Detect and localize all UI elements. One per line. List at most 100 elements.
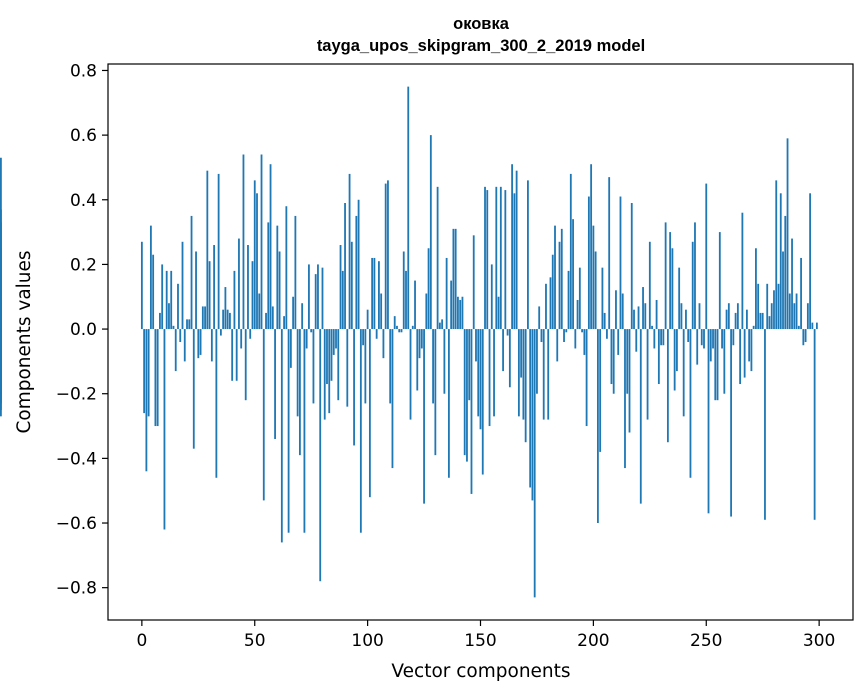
bar xyxy=(551,254,554,330)
x-axis: 0 50 100 150 200 250 300 xyxy=(136,620,835,651)
bar xyxy=(366,309,369,330)
bar xyxy=(265,312,267,330)
bar xyxy=(520,329,523,378)
bar xyxy=(283,316,285,330)
bar xyxy=(149,225,152,330)
bar xyxy=(479,329,482,430)
bar xyxy=(506,329,509,336)
bar xyxy=(714,329,717,401)
x-tick-label: 100 xyxy=(351,631,383,651)
bar xyxy=(721,329,723,349)
bar xyxy=(355,215,358,330)
bar xyxy=(305,329,308,349)
bar xyxy=(441,319,444,330)
bar xyxy=(0,329,2,394)
bar xyxy=(208,261,211,330)
x-tick-label: 50 xyxy=(244,631,266,651)
bar xyxy=(391,329,394,469)
bar xyxy=(612,329,615,394)
y-tick-label: −0.2 xyxy=(56,385,97,405)
bar xyxy=(497,296,500,330)
bar xyxy=(326,329,328,385)
bar xyxy=(425,293,428,330)
bar xyxy=(736,303,739,330)
bar xyxy=(339,245,342,330)
bar xyxy=(423,329,425,504)
bar xyxy=(296,329,299,417)
bar xyxy=(197,329,200,359)
bar xyxy=(319,329,322,582)
bar xyxy=(538,306,541,330)
bar xyxy=(389,329,392,404)
bar xyxy=(694,222,696,330)
bar xyxy=(346,329,349,407)
bar xyxy=(269,164,272,330)
bar xyxy=(486,190,489,330)
bar xyxy=(669,232,672,330)
bar xyxy=(727,303,730,330)
bar xyxy=(545,283,547,330)
bar xyxy=(420,329,423,349)
bar xyxy=(226,309,229,330)
bar xyxy=(256,193,258,330)
bar xyxy=(633,309,635,330)
bar xyxy=(542,329,545,420)
bar xyxy=(610,329,613,385)
bar xyxy=(188,319,191,330)
bar xyxy=(445,257,448,330)
bar xyxy=(199,329,202,355)
bar xyxy=(700,329,703,346)
chart-subtitle: tayga_upos_skipgram_300_2_2019 model xyxy=(317,37,645,55)
bar xyxy=(732,329,735,346)
bar xyxy=(375,329,378,339)
bar xyxy=(206,170,209,330)
bar xyxy=(707,329,710,514)
bar xyxy=(757,283,760,330)
bar xyxy=(741,212,744,330)
bar xyxy=(393,316,396,330)
bar xyxy=(172,325,175,330)
bar xyxy=(357,199,360,330)
bar xyxy=(414,280,416,330)
bar xyxy=(635,329,638,352)
bar xyxy=(258,293,261,330)
bar xyxy=(411,325,414,330)
bar xyxy=(314,274,317,330)
bar xyxy=(777,283,780,330)
bar xyxy=(271,306,274,330)
bar xyxy=(718,232,721,330)
bar xyxy=(599,329,602,452)
bar xyxy=(603,312,606,330)
bar xyxy=(689,329,692,478)
bar xyxy=(434,329,437,456)
bar xyxy=(177,283,179,330)
bar xyxy=(463,329,466,456)
bar xyxy=(529,329,532,488)
y-tick-label: 0.6 xyxy=(70,126,97,146)
bar xyxy=(705,183,708,330)
bar xyxy=(653,329,656,349)
bar xyxy=(490,264,493,330)
bar xyxy=(723,329,726,394)
bar xyxy=(219,329,222,336)
bar xyxy=(371,257,374,330)
bar xyxy=(533,329,536,598)
bar xyxy=(624,329,626,469)
bar xyxy=(666,329,669,443)
bar xyxy=(657,329,660,385)
x-tick-label: 300 xyxy=(803,631,835,651)
bar xyxy=(289,329,292,368)
bar xyxy=(398,329,401,333)
bar xyxy=(190,215,193,330)
bar xyxy=(344,203,346,330)
bar xyxy=(247,245,249,330)
x-axis-label: Vector components xyxy=(391,661,570,682)
bar xyxy=(524,329,527,443)
bar xyxy=(147,329,150,417)
bar xyxy=(409,329,412,420)
bar xyxy=(646,329,649,420)
bar xyxy=(511,164,514,330)
bar xyxy=(140,241,143,330)
bar xyxy=(427,248,430,330)
